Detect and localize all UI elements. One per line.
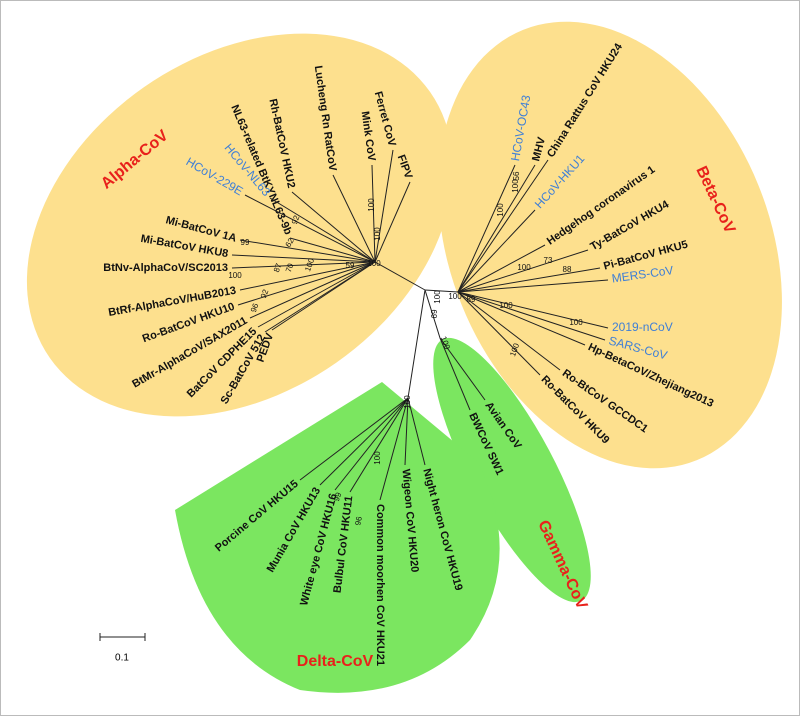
- branch: [349, 397, 409, 493]
- branch: [231, 254, 376, 263]
- bootstrap-value: 100: [403, 395, 412, 409]
- branch: [299, 397, 409, 481]
- branch: [404, 397, 409, 466]
- bootstrap-value: 100: [508, 342, 521, 358]
- bootstrap-value: 69: [429, 310, 438, 319]
- bootstrap-value: 100: [511, 179, 520, 193]
- bootstrap-value: 92: [259, 288, 271, 300]
- branch: [457, 291, 606, 341]
- alpha-region: [26, 33, 454, 417]
- leaf-label: Common moorhen CoV HKU21: [374, 504, 386, 666]
- branch: [407, 289, 426, 399]
- branch: [374, 261, 426, 291]
- bootstrap-value: 100: [433, 290, 442, 304]
- branch: [457, 209, 536, 293]
- bootstrap-value: 100: [373, 227, 382, 241]
- branch: [407, 397, 426, 466]
- bootstrap-value: 56: [512, 171, 521, 180]
- scale-label: 0.1: [115, 653, 129, 664]
- branch: [457, 279, 609, 293]
- bootstrap-value: 73: [544, 256, 553, 265]
- branch: [457, 159, 549, 293]
- bootstrap-value: 92: [290, 214, 302, 226]
- branch: [379, 397, 409, 501]
- bootstrap-value: 70: [284, 262, 296, 274]
- branch: [244, 194, 376, 263]
- branch: [239, 261, 376, 291]
- branch: [334, 397, 409, 491]
- branch: [457, 267, 601, 293]
- bootstrap-value: 89: [467, 295, 476, 304]
- bootstrap-value: 88: [563, 265, 572, 274]
- bootstrap-value: 100: [499, 301, 513, 310]
- bootstrap-value: 99: [332, 491, 344, 503]
- bootstrap-value: 96: [249, 302, 261, 314]
- bootstrap-value: 100: [373, 451, 382, 465]
- leaf-label: BtNv-AlphaCoV/SC2013: [103, 262, 228, 274]
- branch: [249, 261, 376, 319]
- branch: [457, 164, 536, 293]
- branch: [239, 239, 376, 263]
- group-label: Delta-CoV: [297, 653, 374, 670]
- branch: [231, 261, 376, 269]
- bootstrap-value: 100: [367, 198, 376, 212]
- bootstrap-value: 99: [241, 238, 250, 247]
- branch: [257, 261, 376, 328]
- branch: [424, 289, 459, 293]
- bootstrap-value: 100: [496, 203, 505, 217]
- branch: [289, 237, 376, 263]
- beta-region: [438, 21, 782, 469]
- bootstrap-value: 100: [569, 318, 583, 327]
- branch: [457, 291, 561, 371]
- branch: [374, 149, 394, 263]
- leaf-label: 2019-nCoV: [612, 320, 673, 334]
- bootstrap-value: 100: [367, 259, 381, 268]
- branch: [457, 291, 541, 376]
- branch: [237, 261, 376, 306]
- branch: [457, 291, 609, 329]
- gamma-region: [433, 337, 591, 603]
- branch: [457, 249, 589, 293]
- bootstrap-value: 59: [346, 261, 355, 270]
- bootstrap-value: 100: [228, 271, 242, 280]
- bootstrap-value: 100: [439, 335, 452, 351]
- branch: [457, 291, 586, 346]
- bootstrap-value: 100: [303, 257, 316, 273]
- branch: [271, 261, 376, 331]
- branch: [439, 337, 471, 411]
- branch: [457, 164, 516, 293]
- bootstrap-value: 96: [353, 515, 364, 526]
- branch: [371, 164, 376, 263]
- delta-region: [175, 382, 500, 693]
- branch: [439, 337, 486, 401]
- branch: [291, 191, 376, 263]
- branch: [374, 181, 411, 263]
- branch: [332, 174, 376, 263]
- branch: [319, 397, 409, 486]
- branch: [457, 244, 546, 293]
- bootstrap-value: 87: [272, 262, 284, 274]
- branch: [424, 289, 441, 339]
- bootstrap-value: 100: [448, 292, 462, 301]
- branch: [269, 197, 376, 263]
- bootstrap-value: 100: [517, 263, 531, 272]
